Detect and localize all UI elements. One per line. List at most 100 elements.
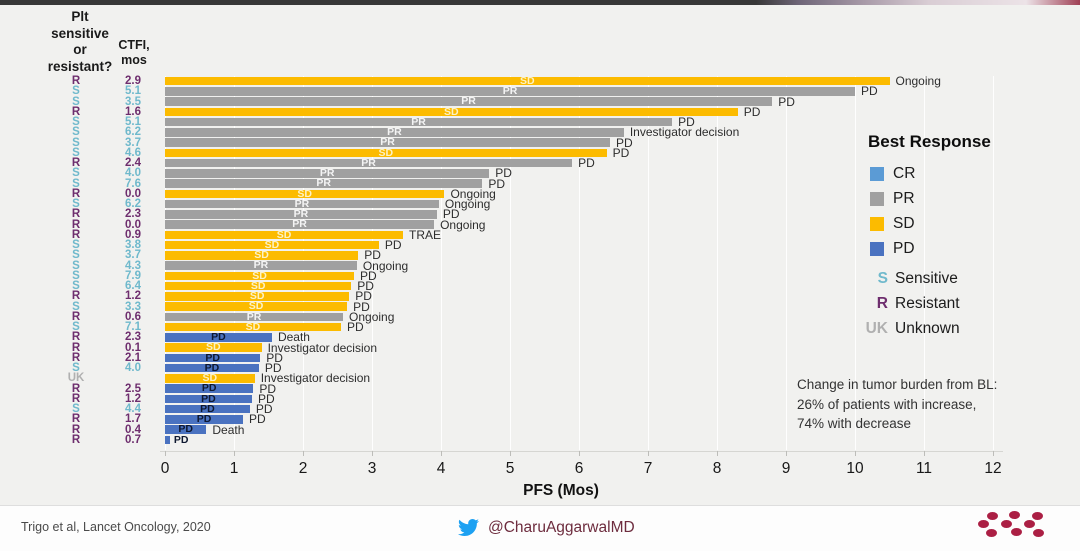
sensitivity-legend: S Sensitive R Resistant UK Unknown bbox=[836, 266, 960, 341]
patient-row: R 2.3 PR PD bbox=[0, 207, 1080, 222]
legend-item-label: SD bbox=[893, 214, 915, 232]
bar-response-label: SD bbox=[248, 300, 264, 313]
bar-response-label: PR bbox=[380, 136, 395, 149]
sensitivity-label: Resistant bbox=[895, 294, 960, 312]
bar-note: PD bbox=[442, 207, 460, 222]
bar-response-label: SD bbox=[297, 187, 313, 200]
pfs-bar: SD bbox=[165, 76, 890, 86]
patient-row: S 6.2 PR Investigator decision bbox=[0, 126, 1080, 139]
pfs-bar: SD bbox=[165, 281, 352, 291]
legend-swatch bbox=[870, 216, 884, 231]
bar-note: PD bbox=[861, 84, 878, 99]
x-tick-label: 10 bbox=[846, 460, 864, 477]
bar-response-label: SD bbox=[249, 290, 265, 303]
ctfi-value: 0.9 bbox=[125, 228, 141, 241]
pfs-bar: PD bbox=[165, 332, 272, 342]
patient-row: S 7.1 SD PD bbox=[0, 320, 1080, 334]
pfs-bar: SD bbox=[165, 146, 607, 159]
x-tick-label: 2 bbox=[298, 460, 308, 477]
bar-note: PD bbox=[578, 156, 595, 170]
pfs-bar: PR bbox=[165, 167, 490, 180]
plt-status-label: S bbox=[72, 321, 80, 333]
patient-row: S 7.6 PR PD bbox=[0, 178, 1080, 190]
x-axis-title: PFS (Mos) bbox=[523, 482, 599, 499]
patient-row: S 7.9 SD PD bbox=[0, 269, 1080, 282]
tick-mark bbox=[579, 451, 580, 456]
gridline bbox=[855, 76, 856, 450]
pfs-bar: PD bbox=[165, 413, 243, 426]
legend-item: CR bbox=[868, 161, 991, 186]
tick-mark bbox=[441, 451, 442, 456]
plt-status-label: S bbox=[72, 362, 80, 374]
patient-row: R 2.5 PD PD bbox=[0, 382, 1080, 395]
legend-item-label: PD bbox=[893, 239, 915, 257]
bar-note: PD bbox=[364, 248, 381, 263]
annotation-line: 26% of patients with increase, bbox=[797, 396, 977, 412]
plt-status-label: S bbox=[72, 239, 80, 251]
plt-status-label: R bbox=[71, 310, 81, 323]
plt-status-label: UK bbox=[67, 372, 85, 385]
gridline bbox=[648, 76, 649, 450]
bar-response-label: PD bbox=[196, 413, 212, 426]
pfs-bar: PR bbox=[165, 178, 483, 189]
bar-response-label: PR bbox=[461, 95, 476, 108]
ctfi-value: 6.4 bbox=[125, 280, 141, 292]
tick-mark bbox=[165, 451, 166, 456]
pfs-bar: SD bbox=[165, 250, 359, 260]
bar-note: PD bbox=[346, 320, 364, 334]
x-tick-label: 12 bbox=[984, 460, 1002, 477]
plt-header-line: Plt bbox=[71, 9, 89, 24]
plt-status-label: R bbox=[71, 157, 81, 169]
plt-header-line: or bbox=[73, 42, 87, 57]
ctfi-value: 6.2 bbox=[125, 198, 141, 210]
pfs-bar: PR bbox=[165, 86, 855, 96]
bar-note: PD bbox=[255, 402, 273, 416]
pfs-bar: SD bbox=[165, 229, 404, 240]
column-header-ctfi: CTFI, mos bbox=[108, 38, 160, 68]
pfs-bar: SD bbox=[165, 290, 350, 303]
patient-row: S 3.5 PR PD bbox=[0, 95, 1080, 108]
bar-note: PD bbox=[612, 145, 630, 160]
bar-response-label: PD bbox=[205, 351, 220, 364]
sensitivity-label: Unknown bbox=[895, 319, 960, 337]
ctfi-value: 3.8 bbox=[125, 239, 141, 251]
patient-row: R 2.1 PD PD bbox=[0, 351, 1080, 364]
plt-status-label: R bbox=[71, 187, 81, 200]
swimmer-plot-rows: R 2.9 SD Ongoing S 5.1 PR PD S 3.5 PR PD R 1.6 SD PD S 5.… bbox=[0, 75, 1080, 448]
bar-response-label: SD bbox=[202, 372, 218, 385]
bar-response-label: SD bbox=[252, 269, 267, 282]
plt-status-label: S bbox=[72, 280, 80, 292]
x-tick-label: 6 bbox=[574, 460, 584, 477]
patient-row: S 3.8 SD PD bbox=[0, 239, 1080, 251]
footer-bar: Trigo et al, Lancet Oncology, 2020 @Char… bbox=[0, 505, 1080, 551]
patient-row: S 4.0 PR PD bbox=[0, 167, 1080, 180]
tick-mark bbox=[234, 451, 235, 456]
bar-response-label: PR bbox=[319, 167, 335, 180]
ctfi-value: 7.9 bbox=[125, 269, 141, 282]
x-axis-line bbox=[160, 451, 1003, 452]
bar-response-label: PD bbox=[200, 402, 215, 415]
tumor-burden-annotation: Change in tumor burden from BL: 26% of pa… bbox=[797, 375, 997, 434]
ctfi-value: 2.5 bbox=[125, 382, 141, 395]
patient-row: R 1.2 PD PD bbox=[0, 393, 1080, 405]
bar-response-label: PR bbox=[361, 156, 376, 169]
plt-status-label: S bbox=[72, 116, 80, 128]
ctfi-value: 0.7 bbox=[125, 433, 141, 446]
bar-response-label: SD bbox=[245, 320, 261, 333]
annotation-line: Change in tumor burden from BL: bbox=[797, 377, 998, 392]
bar-response-label: SD bbox=[444, 105, 459, 118]
ctfi-value: 6.2 bbox=[125, 126, 141, 139]
plt-status-label: R bbox=[71, 218, 81, 231]
bar-note: Ongoing bbox=[450, 186, 496, 201]
bar-response-label: PR bbox=[387, 126, 402, 139]
bar-response-label: SD bbox=[378, 146, 394, 159]
twitter-bird-icon bbox=[458, 518, 479, 537]
ctfi-value: 2.9 bbox=[125, 75, 141, 87]
gridline bbox=[993, 76, 994, 450]
bar-note: Ongoing bbox=[444, 197, 491, 211]
twitter-attribution: @CharuAggarwalMD bbox=[458, 517, 635, 538]
bar-note: PD bbox=[264, 361, 282, 375]
ctfi-header-line: CTFI, bbox=[118, 38, 150, 52]
tick-mark bbox=[717, 451, 718, 456]
ctfi-value: 1.7 bbox=[125, 413, 141, 426]
